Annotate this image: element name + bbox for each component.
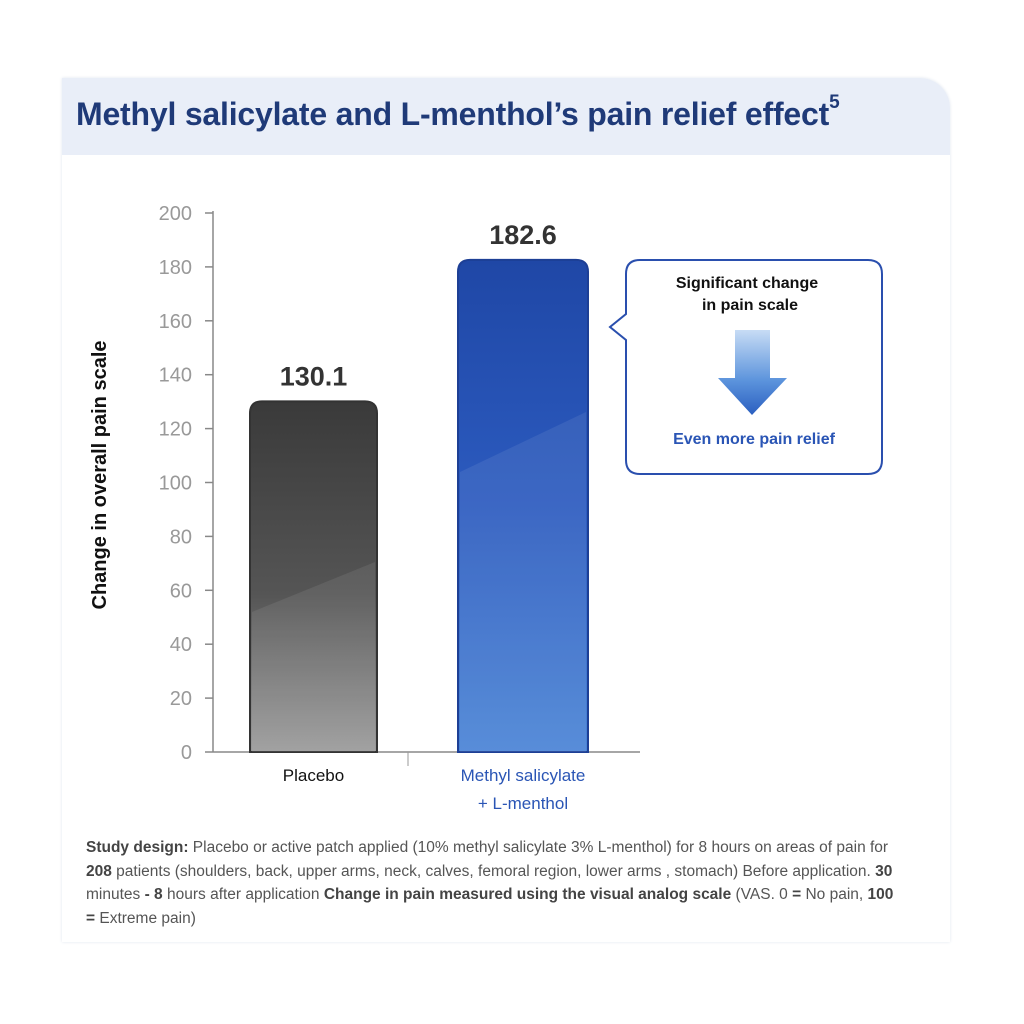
note-text: minutes	[86, 886, 145, 903]
note-text: 30	[875, 862, 893, 880]
note-text: patients (shoulders, back, upper arms, n…	[111, 862, 876, 880]
x-category-label: + L-menthol	[478, 794, 568, 813]
y-tick-label: 20	[170, 688, 192, 710]
note-text: 100 =	[86, 886, 894, 927]
note-text: 208	[86, 862, 112, 880]
bar-placebo	[249, 400, 378, 753]
study-design-note: Study design: Placebo or active patch ap…	[86, 836, 906, 930]
callout: Significant change in pain scale Even mo…	[608, 259, 883, 475]
chart-panel: Methyl salicylate and L-menthol’s pain r…	[62, 78, 950, 942]
y-tick-label: 140	[159, 365, 192, 387]
y-tick-label: 120	[159, 419, 192, 441]
y-tick-label: 180	[159, 257, 192, 279]
bar-methyl-salicylate-l-menthol	[457, 258, 589, 753]
down-arrow-icon	[718, 330, 787, 415]
y-tick-label: 0	[181, 742, 192, 764]
callout-heading-line-1: Significant change	[676, 275, 818, 292]
bar-sheen	[460, 412, 586, 752]
y-tick-label: 40	[170, 634, 192, 656]
y-tick-label: 160	[159, 311, 192, 333]
note-text: - 8	[144, 886, 163, 903]
callout-footer: Even more pain relief	[673, 431, 836, 448]
note-text: =	[792, 886, 802, 903]
y-tick-label: 80	[170, 526, 192, 548]
y-tick-label: 100	[159, 473, 192, 495]
note-text: Placebo or active patch applied (10% met…	[188, 839, 889, 856]
note-text: (VAS. 0	[731, 886, 793, 903]
data-label: 130.1	[280, 361, 348, 391]
x-category-label: Placebo	[283, 766, 344, 785]
x-category-label: Methyl salicylate	[461, 766, 586, 785]
data-label: 182.6	[489, 220, 557, 250]
title-footnote: 5	[829, 92, 840, 113]
chart-title: Methyl salicylate and L-menthol’s pain r…	[76, 92, 840, 133]
y-tick-label: 60	[170, 580, 192, 602]
title-text: Methyl salicylate and L-menthol’s pain r…	[76, 96, 830, 132]
note-text: Change in pain measured using the visual…	[323, 886, 732, 903]
note-text: Study design:	[86, 839, 189, 856]
y-axis-label: Change in overall pain scale	[89, 341, 111, 610]
y-tick-label: 200	[159, 203, 192, 225]
note-text: Extreme pain)	[95, 909, 196, 927]
note-text: hours after application	[162, 886, 324, 903]
callout-heading-line-2: in pain scale	[702, 297, 798, 314]
title-bar: Methyl salicylate and L-menthol’s pain r…	[62, 78, 950, 155]
note-text: No pain,	[801, 886, 868, 903]
bar-sheen	[252, 562, 375, 752]
